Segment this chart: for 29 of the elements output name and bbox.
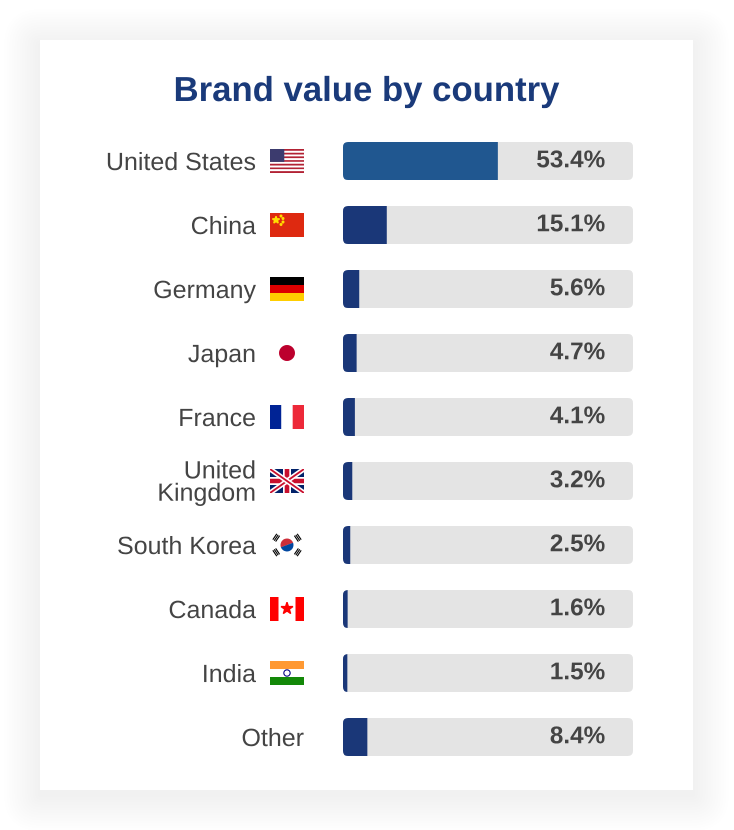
data-label: 3.2%: [550, 470, 605, 488]
y-tick-label: United Kingdom: [159, 460, 254, 506]
bar: [343, 526, 350, 564]
y-tick-label: India: [204, 664, 256, 682]
data-label: 4.7%: [550, 342, 605, 360]
y-tick-label: Japan: [188, 344, 254, 368]
bar: [343, 206, 387, 244]
bar: [343, 718, 368, 756]
bar: [343, 334, 357, 372]
chart-title: Brand value by country: [176, 76, 560, 108]
bar: [343, 398, 355, 436]
bar: [343, 462, 352, 500]
y-tick-label: Germany: [154, 280, 256, 304]
data-label: 2.5%: [550, 534, 605, 552]
data-label: 53.4%: [537, 150, 605, 168]
y-tick-label: United States: [108, 152, 256, 170]
y-tick-label: Canada: [170, 600, 256, 618]
data-label: 4.1%: [550, 406, 605, 424]
data-label: 5.6%: [550, 278, 605, 296]
data-label: 1.6%: [551, 598, 605, 616]
y-tick-label: South Korea: [118, 536, 256, 554]
y-tick-label: France: [180, 408, 255, 426]
y-tick-label: China: [192, 216, 256, 234]
data-label: 15.1%: [538, 214, 605, 232]
bar: [343, 654, 348, 692]
bar: [343, 270, 360, 308]
data-label: 8.4%: [550, 726, 605, 744]
data-label: 1.5%: [551, 662, 605, 680]
y-tick-label: Other: [242, 728, 304, 746]
